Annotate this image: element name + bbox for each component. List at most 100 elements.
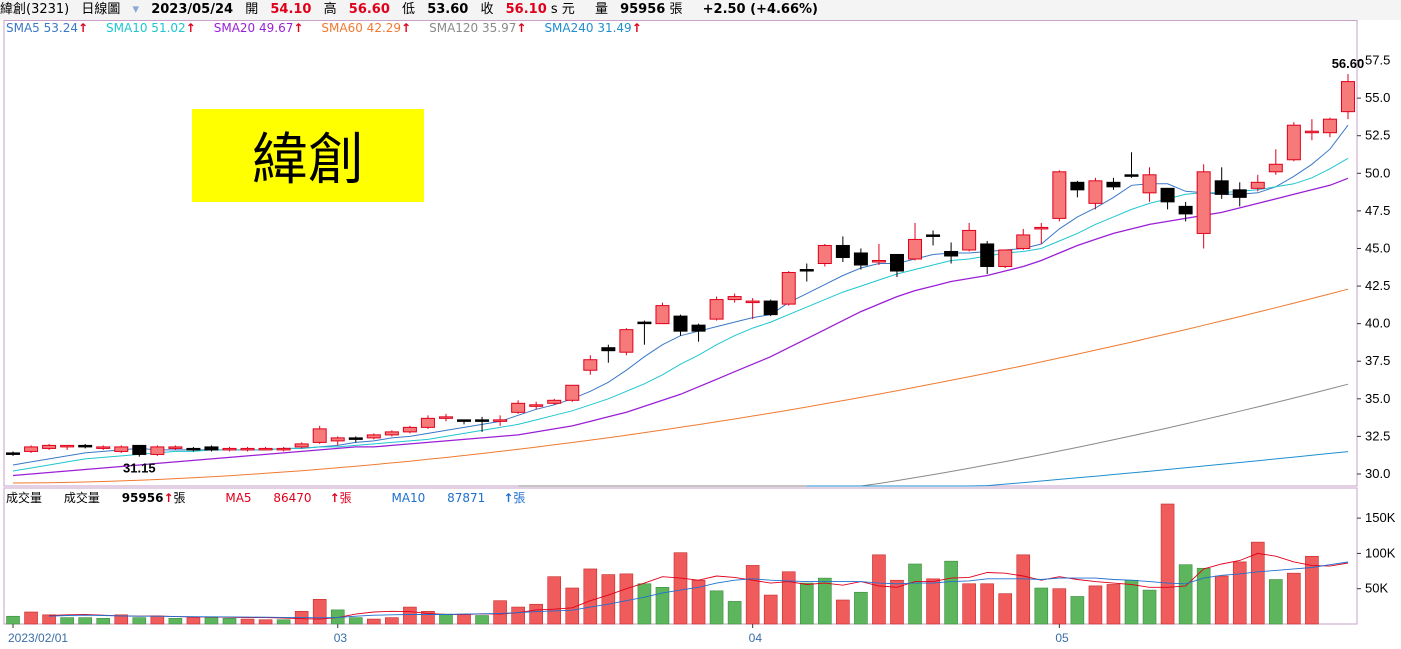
volume-bar [1232,561,1247,625]
volume-bar [150,615,165,625]
volume-bar [60,617,74,625]
volume-bar [96,618,111,625]
close-value: 56.10 [505,2,547,17]
price-tick-label: 57.5 [1365,53,1390,68]
period-label: 日線圖 [81,2,121,17]
vol-ma10-label: MA10 [391,491,426,505]
volume-bar [222,618,237,625]
candle-body [150,446,165,455]
volume-legend-unit: 張 [173,491,186,505]
vol-ma5-label: MA5 [225,491,252,505]
volume-bar [836,599,850,625]
candle-body [1286,124,1301,161]
candle-body [438,416,453,419]
x-tick-label: 2023/02/01 [8,631,68,645]
candle-body [511,402,526,413]
volume-bar [944,560,958,625]
volume-legend: 成交量 成交量 95956↑張 MA5 86470 ↑張 MA10 87871 ↑張 [6,491,526,505]
volume-tick-label: 100K [1365,545,1396,560]
x-tick-label: 04 [749,631,763,645]
volume-bar [385,617,399,625]
line-sma120 [518,383,1349,487]
volume-bar [818,577,832,625]
volume-bar [673,552,688,625]
volume-bar [998,593,1013,625]
candle-body [944,250,959,257]
volume-bar [565,587,580,625]
vol-ma10-value: 87871 [447,491,486,505]
open-label: 開 [245,2,259,17]
volume-bar [619,573,634,625]
open-value: 54.10 [270,2,312,17]
price-tick-label: 50.0 [1365,165,1390,180]
candle-body [1088,180,1103,204]
price-tick-label: 45.0 [1365,240,1390,255]
candle-body [258,447,273,451]
candle-body [240,447,255,451]
candle-body [745,300,760,304]
change-value: +2.50 (+4.66%) [702,2,818,17]
price-tick-label: 37.5 [1365,353,1390,368]
candle-body [781,272,796,305]
candle-body [1034,226,1049,230]
stock-name-box: 緯創 [192,109,424,202]
volume-bar [132,617,147,625]
candle-body [78,444,93,448]
candle-body [962,229,977,251]
sma-legend-sma60: SMA60 42.29↑ [321,21,412,35]
volume-bar [276,619,291,625]
candle-body [1250,181,1265,189]
low-label: 低 [402,2,416,17]
candle-body [727,296,742,301]
volume-bar [312,598,327,625]
sma-legend-sma240: SMA240 31.49↑ [544,21,642,35]
x-tick-label: 03 [334,631,348,645]
candle-body [60,444,75,448]
high-label: 高 [323,2,337,17]
candle-body [565,384,580,401]
candle-body [24,446,39,452]
candle-body [1340,81,1355,113]
volume-bar [709,590,724,625]
dropdown-icon[interactable]: ▾ [132,2,140,17]
volume-bar [1178,564,1193,625]
quote-header: 緯創(3231) 日線圖 ▾ 2023/05/24 開 54.10 高 56.6… [0,0,1401,20]
volume-panel-title: 成交量 [6,491,43,505]
vol-ma5-value: 86470 [273,491,312,505]
candle-body [1052,171,1067,219]
vol-ma5-unit: 張 [339,491,352,505]
candle-body [168,446,183,449]
candle-body [1268,163,1283,173]
candle-body [222,447,237,451]
volume-bar [1052,588,1067,625]
volume-tick-label: 50K [1365,581,1388,596]
candle-body [998,249,1013,268]
volume-bar [114,614,129,625]
candle-body [601,347,616,352]
close-unit: s 元 [550,2,575,17]
candle-body [96,446,111,449]
candle-body [871,259,886,263]
candle-body [330,437,345,442]
volume-bar [6,615,20,625]
volume-bar [186,617,201,625]
candle-body [366,434,381,439]
candle-body [294,443,309,448]
volume-bar [601,574,616,625]
volume-bar [854,591,868,625]
candle-body [655,305,670,325]
volume-bar [403,606,417,625]
sma-legend-sma5: SMA5 53.24↑ [6,21,89,35]
price-tick-label: 32.5 [1365,428,1390,443]
volume-bar [763,594,778,625]
volume-bar [240,618,255,625]
candle-body [132,444,147,455]
price-panel-frame [3,20,1358,487]
volume-bar [655,586,670,625]
volume-bar [42,614,56,625]
candle-body [186,447,201,451]
candle-body [547,399,562,404]
volume-bar [1269,579,1283,625]
price-tick-label: 55.0 [1365,90,1390,105]
candle-body [384,431,399,436]
